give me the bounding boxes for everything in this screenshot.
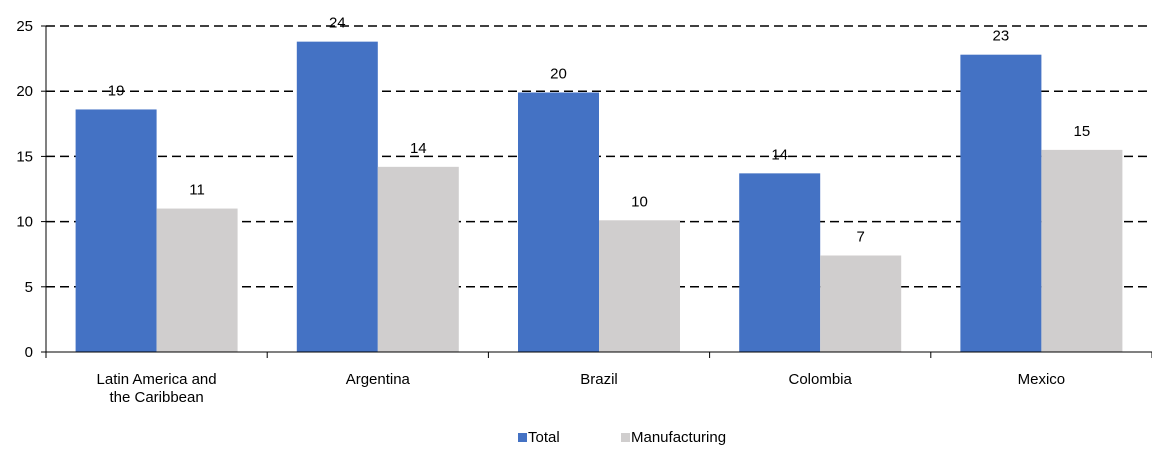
y-tick-label-25: 25 — [16, 18, 33, 35]
data-label-manufacturing-1: 14 — [410, 140, 427, 157]
bar-total-3 — [739, 173, 821, 352]
category-label-line-1-0: Argentina — [346, 371, 411, 388]
data-label-total-2: 20 — [550, 66, 567, 83]
bar-manufacturing-2 — [599, 220, 680, 352]
data-labels: 19 11 24 14 20 10 14 7 23 15 — [108, 15, 1090, 246]
bar-manufacturing-0 — [156, 208, 238, 352]
legend: Total Manufacturing — [518, 429, 726, 446]
data-label-total-3: 14 — [771, 146, 788, 163]
legend-label-manufacturing: Manufacturing — [631, 429, 726, 446]
data-label-manufacturing-2: 10 — [631, 193, 648, 210]
bar-total-2 — [518, 92, 599, 352]
legend-swatch-total — [518, 433, 527, 442]
bar-total-1 — [296, 41, 378, 352]
y-tick-label-10: 10 — [16, 214, 33, 231]
category-label-line-4-0: Mexico — [1018, 371, 1066, 388]
bar-manufacturing-4 — [1041, 149, 1123, 352]
category-labels: Latin America and the Caribbean Argentina B… — [97, 371, 1066, 406]
bars — [75, 41, 1123, 353]
axes — [41, 25, 1152, 358]
data-label-total-4: 23 — [993, 28, 1010, 45]
category-label-1: Argentina — [346, 371, 411, 388]
y-tick-label-0: 0 — [25, 344, 33, 361]
legend-label-total: Total — [528, 429, 560, 446]
bar-manufacturing-3 — [820, 255, 902, 352]
data-label-manufacturing-3: 7 — [857, 229, 865, 246]
bar-total-4 — [960, 54, 1042, 353]
category-label-line-3-0: Colombia — [789, 371, 853, 388]
category-label-2: Brazil — [580, 371, 618, 388]
legend-swatch-manufacturing — [621, 433, 630, 442]
y-tick-labels: 0 5 10 15 20 25 — [16, 18, 33, 361]
bar-manufacturing-1 — [377, 166, 459, 352]
category-label-3: Colombia — [789, 371, 853, 388]
category-label-line-0-0: Latin America and — [97, 371, 217, 388]
category-label-4: Mexico — [1018, 371, 1066, 388]
data-label-manufacturing-4: 15 — [1074, 123, 1091, 140]
y-tick-label-15: 15 — [16, 148, 33, 165]
data-label-total-0: 19 — [108, 82, 125, 99]
y-tick-label-5: 5 — [25, 279, 33, 296]
category-label-line-2-0: Brazil — [580, 371, 618, 388]
category-label-line-0-1: the Caribbean — [109, 389, 203, 406]
data-label-manufacturing-0: 11 — [189, 182, 205, 199]
data-label-total-1: 24 — [329, 15, 346, 32]
y-tick-label-20: 20 — [16, 83, 33, 100]
bar-total-0 — [75, 109, 157, 353]
category-label-0: Latin America and the Caribbean — [97, 371, 217, 406]
